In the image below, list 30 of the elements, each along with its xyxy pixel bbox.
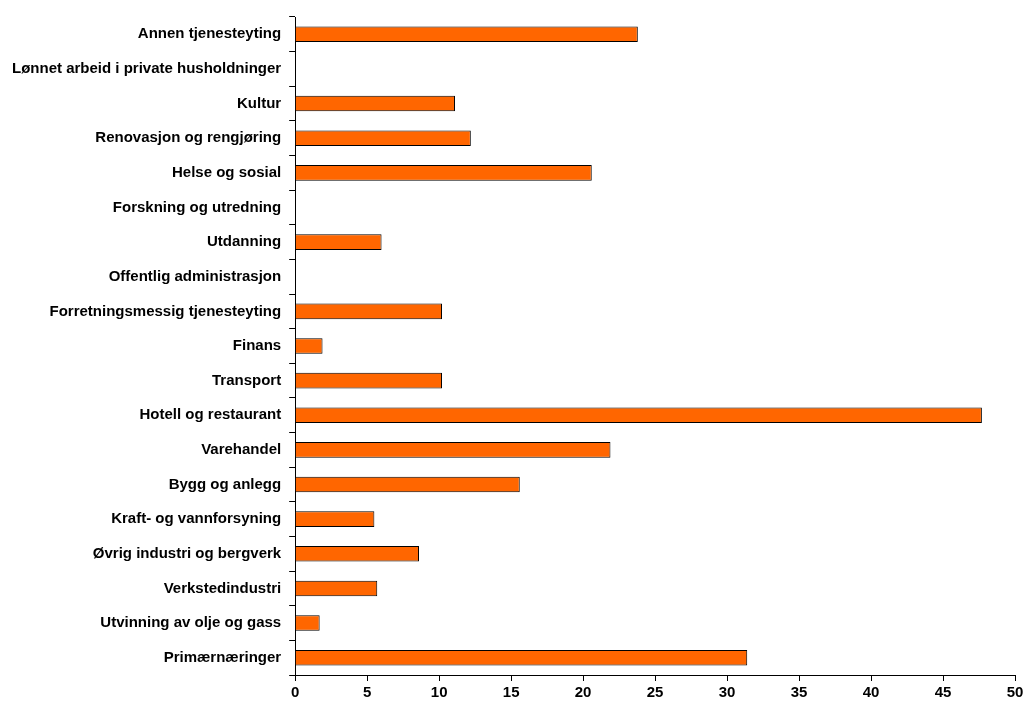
x-tick-label: 40 <box>862 683 880 701</box>
x-tick-label: 50 <box>1006 683 1024 701</box>
y-tick-label: Forskning og utredning <box>112 197 282 215</box>
y-tick-label: Lønnet arbeid i private husholdninger <box>12 59 282 77</box>
y-tick-label: Annen tjenesteyting <box>137 24 282 42</box>
x-tick-label: 10 <box>430 683 448 701</box>
y-tick-label: Bygg og anlegg <box>168 474 282 492</box>
x-tick-label: 35 <box>790 683 808 701</box>
y-tick-label: Utvinning av olje og gass <box>100 613 282 631</box>
x-tick-label: 20 <box>574 683 592 701</box>
x-tick-label: 25 <box>646 683 664 701</box>
y-tick-label: Offentlig administrasjon <box>108 266 282 284</box>
y-tick-label: Transport <box>212 370 282 388</box>
y-tick-label: Øvrig industri og bergverk <box>92 543 282 561</box>
y-tick-label: Kultur <box>237 93 282 111</box>
y-tick-label: Utdanning <box>207 232 282 250</box>
y-tick-label: Varehandel <box>201 440 282 458</box>
x-tick-label: 5 <box>363 683 372 701</box>
x-tick-label: 30 <box>718 683 736 701</box>
x-tick-label: 0 <box>291 683 300 701</box>
y-tick-label: Verkstedindustri <box>163 578 282 596</box>
x-tick-label: 15 <box>502 683 520 701</box>
y-tick-label: Kraft- og vannforsyning <box>111 509 282 527</box>
y-tick-label: Helse og sosial <box>171 162 282 180</box>
y-tick-label: Renovasjon og rengjøring <box>95 128 282 146</box>
y-tick-label: Forretningsmessig tjenesteyting <box>49 301 282 319</box>
x-tick-label: 45 <box>934 683 952 701</box>
y-tick-label: Hotell og restaurant <box>139 405 282 423</box>
y-tick-label: Primærnæringer <box>163 647 282 665</box>
y-tick-label: Finans <box>232 336 282 354</box>
